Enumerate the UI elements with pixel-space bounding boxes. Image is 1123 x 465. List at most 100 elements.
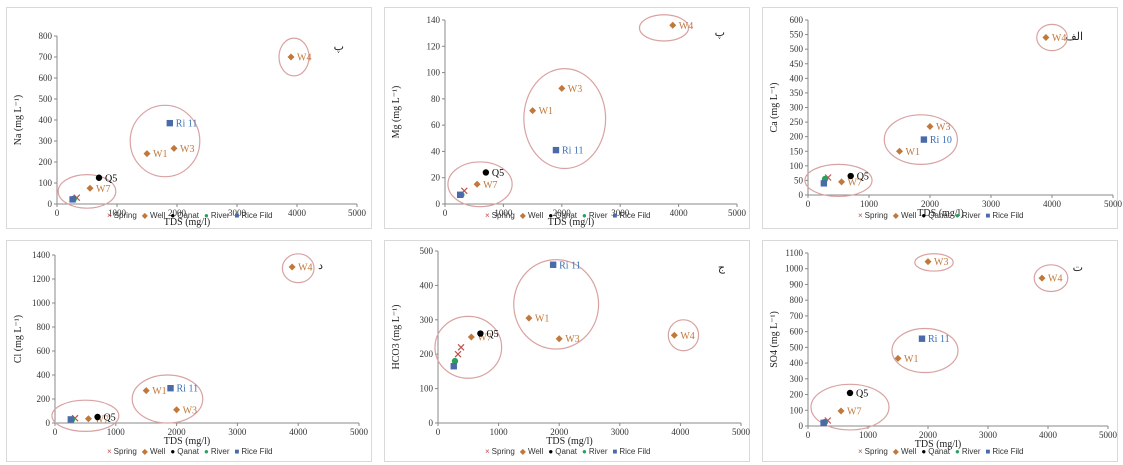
panel-corner-label: پ [334,41,344,53]
qanat-marker [847,172,854,180]
rice-fild-marker [167,385,174,392]
y-tick-label: 100 [427,68,441,78]
y-tick-label: 350 [790,88,804,98]
x-tick-label: 3000 [228,427,247,437]
legend-item: ● River [955,211,981,220]
legend-item: ● River [204,447,230,456]
point-label: Ri 11 [559,260,581,271]
legend-label: River [588,447,608,456]
legend-label: Qanat [177,211,200,220]
well-marker [143,150,151,158]
cluster-ellipse [883,114,959,165]
legend-label: Rice Fild [992,211,1024,220]
y-tick-label: 1400 [32,250,51,260]
point-label: Q5 [856,388,868,399]
y-tick-label: 60 [431,120,441,130]
qanat-marker [477,330,484,337]
chart-cl: 0 1000 2000 3000 4000 5000 0 200 400 600 800 1000 12… [13,250,369,447]
x-tick-label: 4000 [288,208,307,218]
x-tick-label: 0 [443,208,448,218]
chart-panel-ca: 0 1000 2000 3000 4000 5000 0 50 100 150 200 250 300 3… [762,7,1123,229]
y-tick-label: 140 [427,15,441,25]
point-label: W1 [153,149,167,160]
point-label: W4 [298,263,312,274]
panel-corner-label: پ [715,27,725,39]
well-marker [1042,34,1050,41]
legend-symbol: ◆ [519,211,526,220]
legend-hco3: × Spring ◆ Well ● Qanat ● River ■ Rice Fild [485,447,656,456]
y-tick-label: 300 [790,103,804,113]
cluster-ellipse [447,161,513,208]
legend-label: Rice Fild [992,447,1024,456]
legend-item: ◆ Well [142,211,166,220]
y-tick-label: 550 [790,30,804,40]
legend-label: Well [149,447,166,456]
rice-fild-marker [549,261,557,268]
point-label: W7 [848,177,862,188]
chart-mg: 0 1000 2000 3000 4000 5000 0 20 40 60 80 100 120 140 T… [391,14,747,228]
legend-symbol: ● [582,447,587,456]
y-tick-label: 20 [431,173,441,183]
x-tick-label: 2000 [168,208,187,218]
legend-ca: × Spring ◆ Well ● Qanat ● River ■ Rice Fild [858,211,1029,220]
point-label: Q5 [492,168,504,179]
legend-symbol: ◆ [141,211,148,220]
y-tick-label: 400 [790,358,804,368]
legend-label: Spring [491,447,515,456]
legend-mg: × Spring ◆ Well ● Qanat ● River ■ Rice Fild [485,211,656,220]
rice-fild-marker [552,146,560,154]
y-tick-label: 700 [790,311,804,321]
legend-item: × Spring [107,211,137,220]
well-marker [525,314,533,322]
panel-corner-label: ج [718,262,726,274]
qanat-marker [94,413,101,421]
legend-item: ● Qanat [170,447,199,456]
legend-symbol: ● [204,447,209,456]
legend-label: River [961,447,981,456]
x-axis-label: TDS (mg/l) [915,439,961,450]
x-tick-label: 0 [806,430,811,440]
legend-item: ● Qanat [921,211,950,220]
legend-label: Well [527,211,544,220]
point-label: Ri 11 [176,119,198,130]
x-tick-label: 4000 [1043,199,1062,209]
legend-symbol: × [858,211,863,220]
legend-symbol: ● [955,211,960,220]
point-label: W3 [934,257,948,268]
chart-panel-hco3: 0 1000 2000 3000 4000 5000 0 100 200 300 400 500 TDS… [384,240,751,462]
y-tick-label: 80 [431,94,441,104]
legend-item: ■ Rice Fild [613,447,651,456]
point-label: W3 [936,122,950,133]
legend-symbol: ● [955,447,960,456]
rice-fild-marker [450,363,457,370]
legend-so4: × Spring ◆ Well ● Qanat ● River ■ Rice Fild [858,447,1029,456]
well-marker [924,258,932,266]
y-tick-label: 400 [39,115,53,125]
well-marker [287,53,295,61]
y-tick-label: 600 [790,15,804,25]
y-tick-label: 0 [429,418,434,428]
point-label: W4 [679,21,693,32]
x-tick-label: 1000 [859,430,878,440]
y-tick-label: 0 [436,199,441,209]
x-tick-label: 4000 [671,427,690,437]
x-tick-label: 1000 [860,199,879,209]
x-tick-label: 5000 [348,208,367,218]
point-label: W7 [477,333,491,344]
chart-na: 0 1000 2000 3000 4000 5000 0 100 200 300 400 500 600… [13,31,367,228]
rice-fild-marker [67,416,75,423]
well-marker [142,387,150,395]
legend-label: Rice Fild [241,211,273,220]
well-marker [670,331,678,339]
y-axis-label: Na (mg L⁻¹) [13,95,24,145]
x-tick-label: 3000 [228,208,247,218]
point-label: W1 [152,386,166,397]
well-marker [473,180,481,188]
point-label: W3 [565,334,579,345]
point-label: Q5 [105,173,117,184]
point-label: Ri 11 [177,384,199,395]
y-tick-label: 300 [790,374,804,384]
y-tick-label: 100 [790,405,804,415]
well-marker [926,122,934,130]
point-label: Ri 10 [930,135,952,146]
